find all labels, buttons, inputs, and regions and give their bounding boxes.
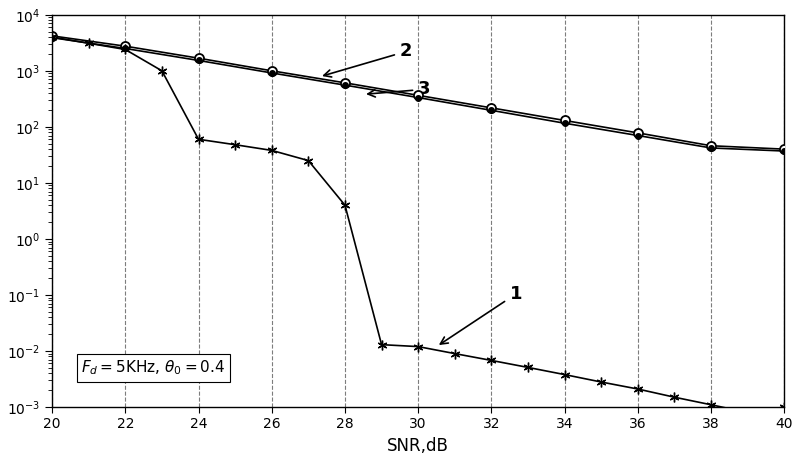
Text: 1: 1 (440, 285, 522, 344)
X-axis label: SNR,dB: SNR,dB (387, 437, 449, 455)
Text: 2: 2 (324, 43, 412, 77)
Text: 3: 3 (368, 80, 430, 98)
Text: $F_d = 5$KHz, $\theta_0 = 0.4$: $F_d = 5$KHz, $\theta_0 = 0.4$ (82, 359, 226, 377)
